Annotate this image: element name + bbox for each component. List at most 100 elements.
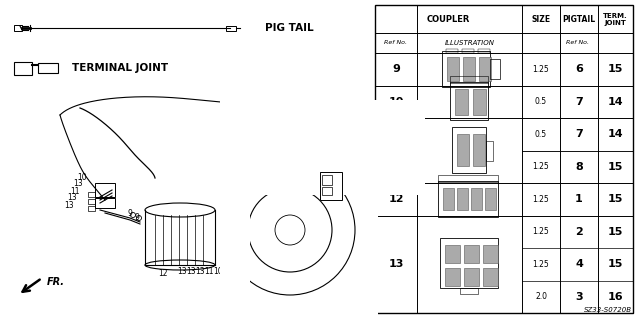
Text: FR.: FR. <box>47 277 65 287</box>
Text: 11: 11 <box>204 268 214 276</box>
Text: Ref No.: Ref No. <box>566 41 589 45</box>
Bar <box>482 245 498 263</box>
Text: COUPLER: COUPLER <box>427 14 470 23</box>
Text: 3: 3 <box>575 292 583 302</box>
Text: 2.0: 2.0 <box>535 292 547 301</box>
Bar <box>461 49 473 53</box>
Bar <box>38 63 58 73</box>
Text: 13: 13 <box>195 268 205 276</box>
Text: 13: 13 <box>67 194 77 203</box>
Bar <box>226 26 236 30</box>
Text: 16: 16 <box>608 292 623 302</box>
Text: 13: 13 <box>64 201 74 210</box>
Text: 10: 10 <box>77 172 87 181</box>
Text: 1.25: 1.25 <box>533 260 550 269</box>
Text: 15: 15 <box>608 64 623 74</box>
Bar <box>375 5 633 313</box>
Text: 13: 13 <box>73 180 83 188</box>
Text: 0.5: 0.5 <box>535 130 547 139</box>
Bar <box>452 126 486 172</box>
Bar <box>88 199 95 204</box>
Bar <box>88 206 95 211</box>
Bar <box>456 133 468 165</box>
Bar <box>456 188 468 210</box>
Bar <box>454 89 468 115</box>
Bar <box>14 62 32 75</box>
Bar <box>472 89 486 115</box>
Text: 1.25: 1.25 <box>533 195 550 204</box>
Bar <box>449 82 488 120</box>
Text: 13: 13 <box>177 268 187 276</box>
Text: PIGTAIL: PIGTAIL <box>562 14 596 23</box>
Bar <box>445 268 459 286</box>
Bar <box>322 175 332 185</box>
Text: 14: 14 <box>608 129 623 139</box>
Text: 15: 15 <box>608 259 623 269</box>
Bar <box>489 59 500 79</box>
Text: 9: 9 <box>128 209 132 218</box>
Bar <box>459 288 477 294</box>
Text: 1: 1 <box>575 194 583 204</box>
Text: TERMINAL JOINT: TERMINAL JOINT <box>72 63 168 73</box>
Text: 15: 15 <box>608 162 623 172</box>
Text: 4: 4 <box>575 259 583 269</box>
Text: 10: 10 <box>389 97 404 107</box>
Bar <box>445 245 459 263</box>
Text: Ref No.: Ref No. <box>385 41 408 45</box>
Text: 1.25: 1.25 <box>533 65 550 74</box>
Bar <box>438 181 498 217</box>
Text: 11: 11 <box>308 164 318 172</box>
Text: 9: 9 <box>392 64 400 74</box>
Text: 12: 12 <box>389 194 404 204</box>
Text: 8: 8 <box>575 162 583 172</box>
Bar <box>463 268 479 286</box>
Bar <box>442 51 489 87</box>
Bar <box>322 187 332 195</box>
Bar <box>472 133 484 165</box>
Bar <box>445 49 458 53</box>
Text: 0.5: 0.5 <box>535 97 547 106</box>
Bar <box>449 76 488 83</box>
Text: 11: 11 <box>70 187 80 196</box>
Text: TERM.
JOINT: TERM. JOINT <box>603 12 628 26</box>
Bar <box>463 245 479 263</box>
Bar <box>438 175 498 182</box>
Text: ILLUSTRATION: ILLUSTRATION <box>445 40 495 46</box>
Bar <box>440 238 498 288</box>
Bar <box>14 25 22 31</box>
Bar <box>220 100 250 300</box>
Bar <box>447 57 459 81</box>
Text: 6: 6 <box>575 64 583 74</box>
Bar <box>470 188 482 210</box>
Text: 12: 12 <box>158 268 168 277</box>
Bar <box>477 49 489 53</box>
Text: SZ33-S0720B: SZ33-S0720B <box>584 307 632 313</box>
Text: 9: 9 <box>135 212 139 221</box>
Text: 1.25: 1.25 <box>533 162 550 171</box>
Text: 10: 10 <box>213 268 223 276</box>
Bar <box>88 192 95 197</box>
Text: 11: 11 <box>389 146 404 156</box>
Text: PIG TAIL: PIG TAIL <box>265 23 314 33</box>
Text: 13: 13 <box>389 259 404 269</box>
Bar <box>482 268 498 286</box>
Text: 7: 7 <box>575 129 583 139</box>
Text: 15: 15 <box>608 194 623 204</box>
Bar <box>484 188 495 210</box>
Text: 1.25: 1.25 <box>533 227 550 236</box>
Bar <box>358 100 378 320</box>
Bar <box>486 140 493 161</box>
Text: 13: 13 <box>186 268 196 276</box>
Text: 2: 2 <box>575 227 583 237</box>
Text: 7: 7 <box>575 97 583 107</box>
Text: 15: 15 <box>608 227 623 237</box>
Bar <box>463 57 475 81</box>
Bar <box>95 183 115 197</box>
Text: SIZE: SIZE <box>532 14 551 23</box>
Bar <box>225 100 425 195</box>
Bar <box>320 172 342 200</box>
Text: 14: 14 <box>608 97 623 107</box>
Bar <box>442 188 454 210</box>
Bar <box>95 198 115 208</box>
Bar <box>479 57 491 81</box>
